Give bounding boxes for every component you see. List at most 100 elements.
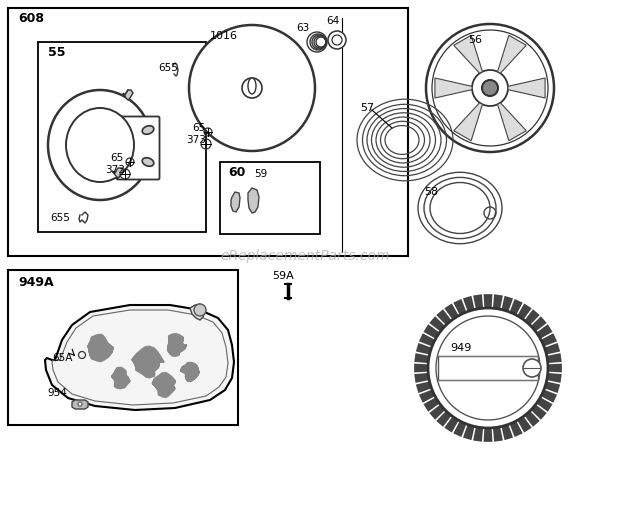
Circle shape: [482, 80, 498, 96]
Polygon shape: [168, 336, 187, 354]
Polygon shape: [168, 333, 187, 356]
Polygon shape: [517, 416, 532, 433]
Polygon shape: [423, 398, 440, 412]
Polygon shape: [414, 373, 429, 383]
Circle shape: [432, 30, 548, 146]
Circle shape: [189, 25, 315, 151]
Text: 59: 59: [254, 169, 267, 179]
Text: 949A: 949A: [18, 275, 53, 289]
Text: 57: 57: [360, 103, 374, 113]
Circle shape: [428, 308, 548, 428]
Text: 655: 655: [50, 213, 70, 223]
Text: 373: 373: [186, 135, 206, 145]
Circle shape: [472, 70, 508, 106]
Ellipse shape: [66, 108, 134, 182]
Polygon shape: [168, 340, 187, 351]
Polygon shape: [168, 340, 187, 350]
Circle shape: [328, 31, 346, 49]
Polygon shape: [429, 405, 445, 420]
Circle shape: [523, 359, 541, 377]
Polygon shape: [88, 336, 113, 360]
Polygon shape: [168, 337, 187, 353]
Polygon shape: [88, 337, 113, 358]
Polygon shape: [445, 303, 459, 320]
Polygon shape: [168, 336, 187, 354]
Polygon shape: [416, 343, 432, 355]
Polygon shape: [88, 341, 113, 355]
Polygon shape: [132, 353, 164, 372]
Polygon shape: [181, 363, 199, 381]
Polygon shape: [153, 374, 175, 396]
Polygon shape: [132, 347, 164, 378]
Polygon shape: [132, 355, 164, 369]
Polygon shape: [112, 369, 130, 387]
Polygon shape: [414, 363, 428, 373]
Polygon shape: [112, 373, 130, 383]
Polygon shape: [181, 364, 199, 380]
Polygon shape: [181, 366, 199, 378]
Polygon shape: [112, 371, 130, 385]
Text: 60: 60: [228, 165, 246, 179]
Polygon shape: [88, 337, 113, 359]
Bar: [8, 8, 408, 256]
Polygon shape: [508, 78, 545, 98]
Polygon shape: [153, 373, 175, 398]
Polygon shape: [181, 367, 199, 377]
Polygon shape: [112, 370, 130, 386]
Polygon shape: [181, 363, 199, 381]
Polygon shape: [123, 90, 133, 100]
Polygon shape: [168, 335, 187, 355]
Polygon shape: [153, 377, 175, 393]
Polygon shape: [484, 428, 492, 442]
Polygon shape: [547, 353, 562, 363]
Polygon shape: [88, 334, 113, 361]
Polygon shape: [153, 374, 175, 395]
Polygon shape: [132, 346, 164, 378]
Polygon shape: [88, 336, 113, 360]
Polygon shape: [168, 334, 187, 356]
Polygon shape: [453, 299, 466, 315]
Polygon shape: [436, 309, 451, 325]
Polygon shape: [132, 351, 164, 373]
Ellipse shape: [248, 78, 256, 94]
Polygon shape: [454, 103, 482, 140]
Polygon shape: [484, 294, 492, 308]
Polygon shape: [88, 340, 113, 356]
Polygon shape: [153, 377, 175, 393]
Polygon shape: [181, 366, 199, 378]
Polygon shape: [132, 349, 164, 375]
Polygon shape: [181, 362, 199, 381]
Text: 65: 65: [192, 123, 205, 133]
Polygon shape: [88, 337, 113, 359]
Polygon shape: [153, 378, 175, 392]
Ellipse shape: [142, 126, 154, 134]
Polygon shape: [88, 341, 113, 355]
Polygon shape: [153, 374, 175, 397]
Polygon shape: [510, 299, 523, 315]
Polygon shape: [153, 376, 175, 394]
Polygon shape: [88, 335, 113, 360]
Polygon shape: [153, 377, 175, 392]
Text: 64: 64: [326, 16, 339, 26]
Polygon shape: [181, 368, 199, 376]
Polygon shape: [544, 343, 560, 355]
Polygon shape: [88, 342, 113, 354]
Polygon shape: [132, 348, 164, 376]
Polygon shape: [168, 335, 187, 355]
Polygon shape: [419, 389, 435, 403]
Polygon shape: [112, 367, 130, 389]
Polygon shape: [112, 370, 130, 386]
Polygon shape: [153, 377, 175, 393]
Text: 373: 373: [105, 165, 125, 175]
Polygon shape: [153, 378, 175, 392]
Text: 65A: 65A: [52, 353, 73, 363]
Polygon shape: [429, 316, 445, 331]
Polygon shape: [112, 368, 130, 388]
Polygon shape: [88, 334, 113, 361]
Polygon shape: [153, 378, 175, 392]
Polygon shape: [132, 349, 164, 375]
Polygon shape: [463, 296, 474, 312]
Polygon shape: [423, 324, 440, 338]
Polygon shape: [493, 294, 503, 309]
Polygon shape: [88, 334, 113, 361]
